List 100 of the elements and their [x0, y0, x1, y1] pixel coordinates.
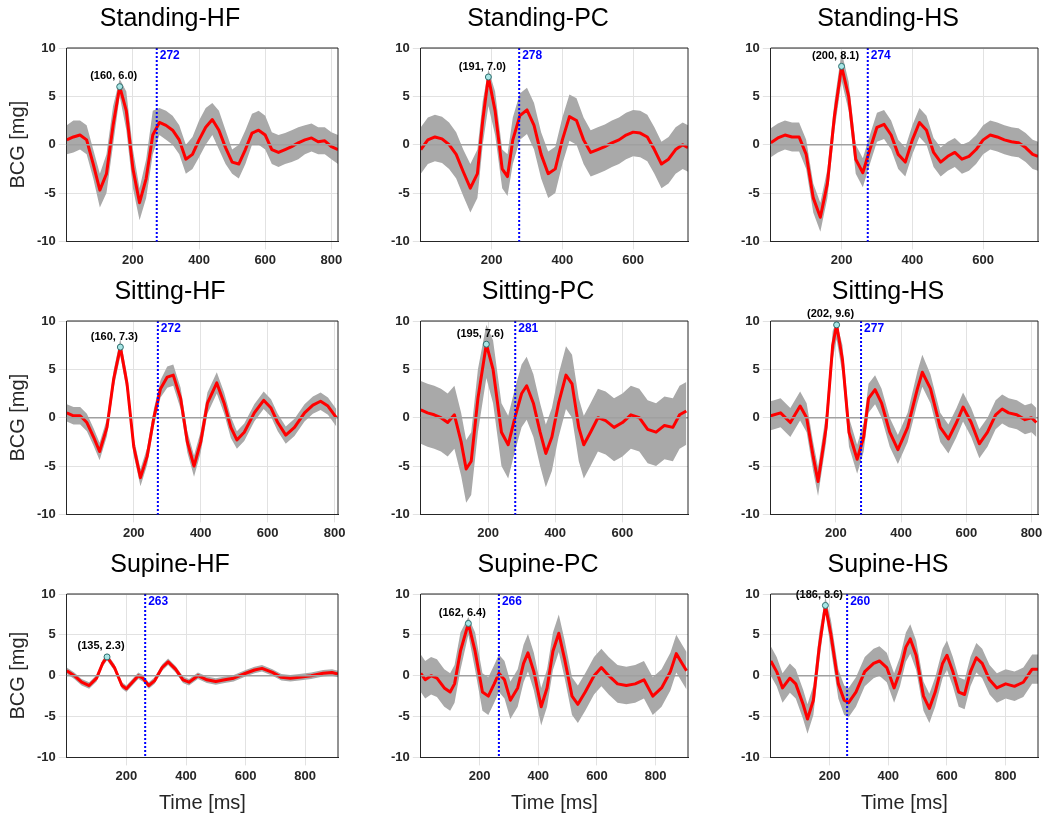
- y-tick-label: -10: [390, 232, 410, 248]
- y-tick-label: -5: [748, 457, 760, 473]
- annotation: (195, 7.6): [456, 326, 505, 339]
- x-tick-label: 600: [586, 767, 608, 783]
- ref-line-label: 281: [518, 321, 539, 336]
- y-tick-label: 5: [402, 360, 410, 376]
- ref-line-label: 277: [864, 321, 885, 336]
- y-tick-label: -10: [390, 748, 410, 764]
- y-axis-title: BCG [mg]: [5, 631, 28, 720]
- y-tick-label: 0: [48, 667, 56, 683]
- y-tick-label: 10: [395, 39, 410, 55]
- y-tick-label: 0: [402, 409, 410, 425]
- x-tick-label: 400: [188, 251, 210, 267]
- y-tick-label: 0: [752, 667, 760, 683]
- x-tick-label: 400: [175, 767, 197, 783]
- chart-title: Supine-PC: [477, 548, 599, 577]
- ref-line-label: 266: [501, 594, 523, 609]
- y-tick-label: 0: [48, 409, 56, 425]
- y-tick-label: 10: [41, 312, 56, 328]
- x-axis-title: Time [ms]: [860, 790, 948, 813]
- annotation: (200, 8.1): [812, 48, 860, 61]
- ref-line-label: 260: [850, 594, 871, 609]
- y-tick-label: -5: [398, 708, 410, 724]
- chart-title: Standing-HS: [817, 2, 959, 31]
- x-tick-label: 600: [955, 524, 978, 540]
- y-tick-label: 0: [48, 136, 56, 152]
- annotation: (135, 2.3): [77, 639, 125, 652]
- x-tick-label: 600: [611, 524, 634, 540]
- chart-title: Supine-HF: [110, 548, 230, 577]
- y-tick-label: -5: [44, 708, 56, 724]
- ref-line-label: 263: [148, 594, 169, 609]
- y-tick-label: -5: [398, 457, 410, 473]
- x-tick-label: 800: [994, 767, 1017, 783]
- x-tick-label: 600: [936, 767, 958, 783]
- y-tick-label: 5: [402, 87, 410, 103]
- y-tick-label: -5: [44, 457, 56, 473]
- y-axis-title: BCG [mg]: [5, 100, 28, 189]
- y-tick-label: 5: [752, 360, 760, 376]
- y-tick-label: 0: [402, 667, 410, 683]
- y-tick-label: 5: [752, 626, 760, 642]
- y-tick-label: 5: [402, 626, 410, 642]
- x-tick-label: 600: [256, 524, 279, 540]
- x-tick-label: 200: [468, 767, 491, 783]
- y-tick-label: 0: [752, 409, 760, 425]
- y-tick-label: -10: [740, 232, 760, 248]
- x-tick-label: 800: [1020, 524, 1043, 540]
- y-tick-label: 10: [41, 39, 56, 55]
- y-tick-label: -10: [36, 748, 56, 764]
- y-tick-label: 10: [395, 585, 410, 601]
- x-tick-label: 200: [818, 767, 841, 783]
- x-tick-label: 400: [877, 767, 900, 783]
- x-tick-label: 800: [320, 251, 343, 267]
- y-tick-label: -5: [44, 184, 56, 200]
- x-tick-label: 200: [115, 767, 138, 783]
- x-tick-label: 200: [477, 524, 499, 540]
- y-tick-label: 0: [752, 136, 760, 152]
- annotation: (160, 7.3): [90, 329, 139, 342]
- y-tick-label: -10: [740, 748, 760, 764]
- y-tick-label: 10: [41, 585, 56, 601]
- y-tick-label: 5: [48, 626, 56, 642]
- y-tick-label: -5: [398, 184, 410, 200]
- annotation: (202, 9.6): [807, 307, 855, 320]
- x-tick-label: 400: [189, 524, 212, 540]
- x-tick-label: 400: [527, 767, 550, 783]
- y-tick-label: -10: [36, 232, 56, 248]
- chart-title: Standing-HF: [99, 2, 241, 31]
- y-tick-label: -10: [740, 505, 760, 521]
- y-tick-label: 10: [395, 312, 410, 328]
- ref-line-label: 272: [159, 48, 181, 63]
- x-tick-label: 800: [323, 524, 346, 540]
- x-axis-title: Time [ms]: [158, 790, 246, 813]
- x-tick-label: 600: [254, 251, 277, 267]
- ref-line-label: 278: [522, 48, 543, 63]
- x-tick-label: 400: [890, 524, 912, 540]
- y-tick-label: -10: [390, 505, 410, 521]
- x-tick-label: 600: [622, 251, 644, 267]
- chart-title: Supine-HS: [827, 548, 949, 577]
- annotation: (186, 8.6): [795, 587, 844, 600]
- y-tick-label: -5: [748, 708, 760, 724]
- ref-line-label: 272: [160, 321, 182, 336]
- x-tick-label: 400: [901, 251, 924, 267]
- y-tick-label: 5: [752, 87, 760, 103]
- x-tick-label: 200: [122, 524, 145, 540]
- x-tick-label: 600: [972, 251, 994, 267]
- x-tick-label: 200: [480, 251, 503, 267]
- x-tick-label: 800: [644, 767, 667, 783]
- y-tick-label: -10: [36, 505, 56, 521]
- y-tick-label: 5: [48, 87, 56, 103]
- x-tick-label: 600: [234, 767, 257, 783]
- x-tick-label: 400: [544, 524, 567, 540]
- x-tick-label: 400: [551, 251, 574, 267]
- chart-title: Standing-PC: [467, 2, 609, 31]
- chart-title: Sitting-HF: [114, 275, 226, 304]
- y-tick-label: 5: [48, 360, 56, 376]
- x-tick-label: 200: [122, 251, 144, 267]
- x-tick-label: 800: [294, 767, 317, 783]
- y-tick-label: -5: [748, 184, 760, 200]
- chart-title: Sitting-PC: [481, 275, 595, 304]
- x-axis-title: Time [ms]: [510, 790, 598, 813]
- x-tick-label: 200: [825, 524, 847, 540]
